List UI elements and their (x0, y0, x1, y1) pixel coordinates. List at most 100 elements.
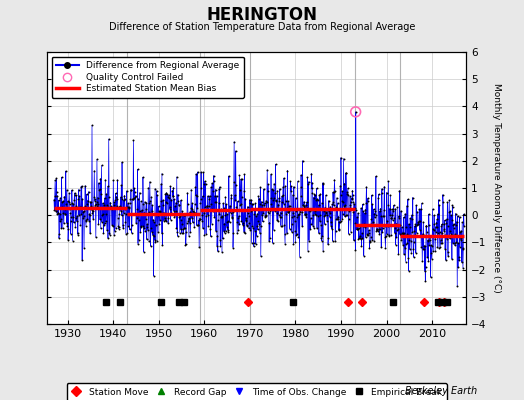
Point (406, 223, 414, 230)
Point (222, 219, 231, 226)
Point (265, 220, 274, 226)
Point (369, 206, 378, 212)
Point (283, 230, 291, 237)
Point (391, 206, 399, 212)
Point (405, 237, 413, 244)
Point (82, 222, 90, 229)
Point (387, 215, 396, 222)
Point (339, 198, 347, 205)
Point (124, 222, 133, 229)
Point (412, 229, 421, 236)
Point (231, 207, 239, 214)
Point (161, 216, 169, 223)
Point (341, 213, 349, 220)
Point (174, 202, 183, 208)
Point (438, 240, 446, 246)
Point (297, 184, 305, 190)
Point (384, 202, 392, 208)
Point (233, 219, 241, 225)
Point (320, 221, 329, 227)
Point (126, 196, 135, 202)
Point (96, 216, 104, 223)
Point (441, 217, 449, 224)
Point (232, 182, 240, 189)
Legend: Station Move, Record Gap, Time of Obs. Change, Empirical Break: Station Move, Record Gap, Time of Obs. C… (67, 383, 447, 400)
Point (446, 228, 455, 234)
Point (395, 213, 403, 220)
Point (314, 202, 323, 208)
Point (273, 217, 281, 223)
Point (60, 193, 69, 200)
Point (283, 167, 291, 174)
Point (395, 188, 403, 194)
Point (133, 215, 141, 222)
Point (78, 257, 86, 263)
Point (398, 224, 406, 230)
Point (206, 226, 214, 232)
Point (440, 228, 448, 234)
Point (348, 196, 356, 202)
Point (307, 170, 315, 177)
Point (291, 228, 299, 234)
Point (145, 200, 154, 206)
Point (91, 198, 99, 204)
Point (259, 210, 268, 216)
Point (149, 216, 157, 223)
Point (324, 235, 333, 241)
Point (239, 207, 247, 213)
Point (254, 226, 262, 233)
Point (318, 200, 326, 206)
Point (321, 212, 330, 218)
Point (392, 220, 400, 227)
Point (107, 203, 116, 210)
Point (362, 200, 370, 206)
Point (397, 232, 405, 238)
Point (409, 246, 417, 252)
Point (420, 246, 428, 252)
Point (66, 200, 74, 207)
Point (250, 210, 258, 217)
Point (370, 214, 379, 220)
Point (364, 195, 372, 202)
Point (241, 196, 249, 202)
Point (378, 225, 387, 231)
Point (173, 233, 182, 239)
Point (161, 191, 170, 197)
Point (219, 235, 227, 242)
Point (430, 220, 439, 227)
Point (102, 218, 110, 224)
Point (307, 215, 315, 221)
Point (338, 216, 346, 222)
Point (410, 239, 418, 246)
Point (367, 192, 376, 198)
Point (226, 208, 235, 214)
Point (311, 208, 319, 215)
Point (256, 200, 264, 207)
Point (101, 176, 110, 183)
Point (135, 236, 143, 243)
Point (221, 230, 229, 236)
Point (258, 201, 267, 208)
Point (253, 210, 261, 217)
Point (433, 216, 441, 222)
Point (74, 186, 83, 193)
Point (399, 214, 408, 221)
Point (70, 197, 78, 203)
Point (447, 216, 456, 223)
Point (147, 228, 156, 235)
Point (408, 229, 417, 235)
Point (219, 200, 227, 206)
Point (271, 190, 279, 196)
Point (113, 196, 121, 202)
Point (182, 220, 191, 226)
Point (149, 272, 158, 279)
Point (175, 202, 183, 208)
Point (285, 198, 293, 205)
Point (244, 203, 252, 210)
Point (129, 196, 137, 202)
Point (228, 214, 236, 221)
Point (87, 203, 95, 210)
Point (63, 223, 71, 230)
Point (99, 200, 107, 206)
Point (169, 184, 178, 191)
